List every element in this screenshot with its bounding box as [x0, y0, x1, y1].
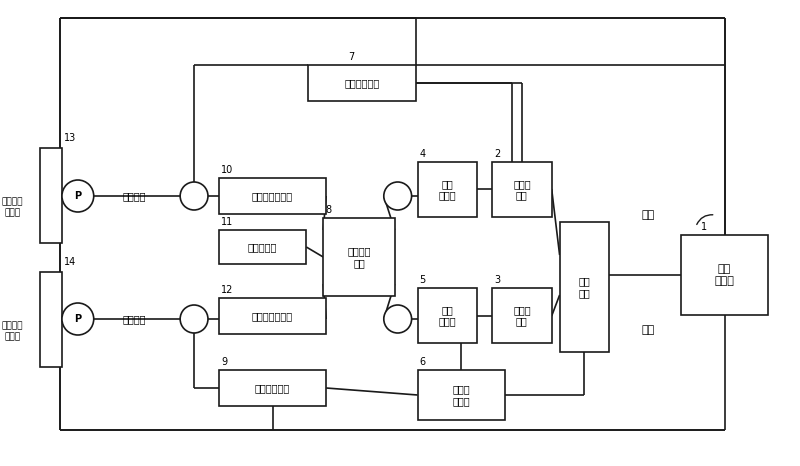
- FancyBboxPatch shape: [219, 370, 326, 406]
- Text: 焦煤稳压
调节阀: 焦煤稳压 调节阀: [2, 322, 23, 341]
- Text: 11: 11: [221, 217, 233, 227]
- Text: 12: 12: [221, 285, 234, 295]
- Circle shape: [384, 182, 412, 210]
- Text: 5: 5: [419, 275, 426, 285]
- FancyBboxPatch shape: [323, 218, 394, 296]
- Text: 13: 13: [64, 133, 76, 143]
- FancyBboxPatch shape: [492, 288, 552, 343]
- Text: P: P: [74, 191, 82, 201]
- FancyBboxPatch shape: [418, 370, 505, 420]
- Text: 焦煤反馈单元: 焦煤反馈单元: [255, 383, 290, 393]
- Text: 3: 3: [494, 275, 500, 285]
- Text: 高煤
前馈器: 高煤 前馈器: [438, 178, 456, 200]
- Text: 混合
煤气: 混合 煤气: [578, 276, 590, 298]
- Text: 9: 9: [221, 357, 227, 367]
- FancyBboxPatch shape: [560, 222, 610, 352]
- Text: 高煤反馈单元: 高煤反馈单元: [344, 78, 379, 88]
- Text: P: P: [74, 314, 82, 324]
- Text: 焦煤模糊控制器: 焦煤模糊控制器: [252, 311, 293, 321]
- Circle shape: [180, 305, 208, 333]
- Circle shape: [384, 305, 412, 333]
- Text: 1: 1: [701, 222, 706, 232]
- FancyBboxPatch shape: [308, 65, 415, 101]
- Circle shape: [180, 182, 208, 210]
- Circle shape: [62, 180, 94, 212]
- Text: 大滞后
控制器: 大滞后 控制器: [453, 384, 470, 406]
- Text: 高煤稳压
调节阀: 高煤稳压 调节阀: [2, 198, 23, 217]
- Text: 6: 6: [419, 357, 426, 367]
- FancyBboxPatch shape: [219, 178, 326, 214]
- Text: 14: 14: [64, 257, 76, 267]
- Text: 2: 2: [494, 149, 500, 159]
- FancyBboxPatch shape: [219, 230, 306, 264]
- Text: 焦煤
前馈器: 焦煤 前馈器: [438, 305, 456, 326]
- FancyBboxPatch shape: [418, 288, 477, 343]
- FancyBboxPatch shape: [219, 298, 326, 334]
- Text: 焦煤调
节阀: 焦煤调 节阀: [513, 305, 530, 326]
- Text: 焦炉煤气: 焦炉煤气: [122, 314, 146, 324]
- FancyBboxPatch shape: [681, 235, 768, 315]
- Circle shape: [62, 303, 94, 335]
- Text: 8: 8: [325, 205, 331, 215]
- Text: 10: 10: [221, 165, 233, 175]
- Text: 煤气
压缩机: 煤气 压缩机: [714, 264, 734, 286]
- FancyBboxPatch shape: [418, 162, 477, 217]
- FancyBboxPatch shape: [40, 148, 62, 243]
- Text: 压力: 压力: [641, 210, 654, 220]
- Text: 热平衡单元: 热平衡单元: [248, 242, 278, 252]
- Text: 7: 7: [348, 52, 354, 62]
- Text: 4: 4: [419, 149, 426, 159]
- Text: 热值: 热值: [641, 325, 654, 335]
- FancyBboxPatch shape: [40, 272, 62, 367]
- Text: 高煤调
节阀: 高煤调 节阀: [513, 178, 530, 200]
- FancyBboxPatch shape: [492, 162, 552, 217]
- Text: 交叉解耦
单元: 交叉解耦 单元: [347, 246, 370, 268]
- Text: 高煤模糊控制器: 高煤模糊控制器: [252, 191, 293, 201]
- Text: 高炉煤气: 高炉煤气: [122, 191, 146, 201]
